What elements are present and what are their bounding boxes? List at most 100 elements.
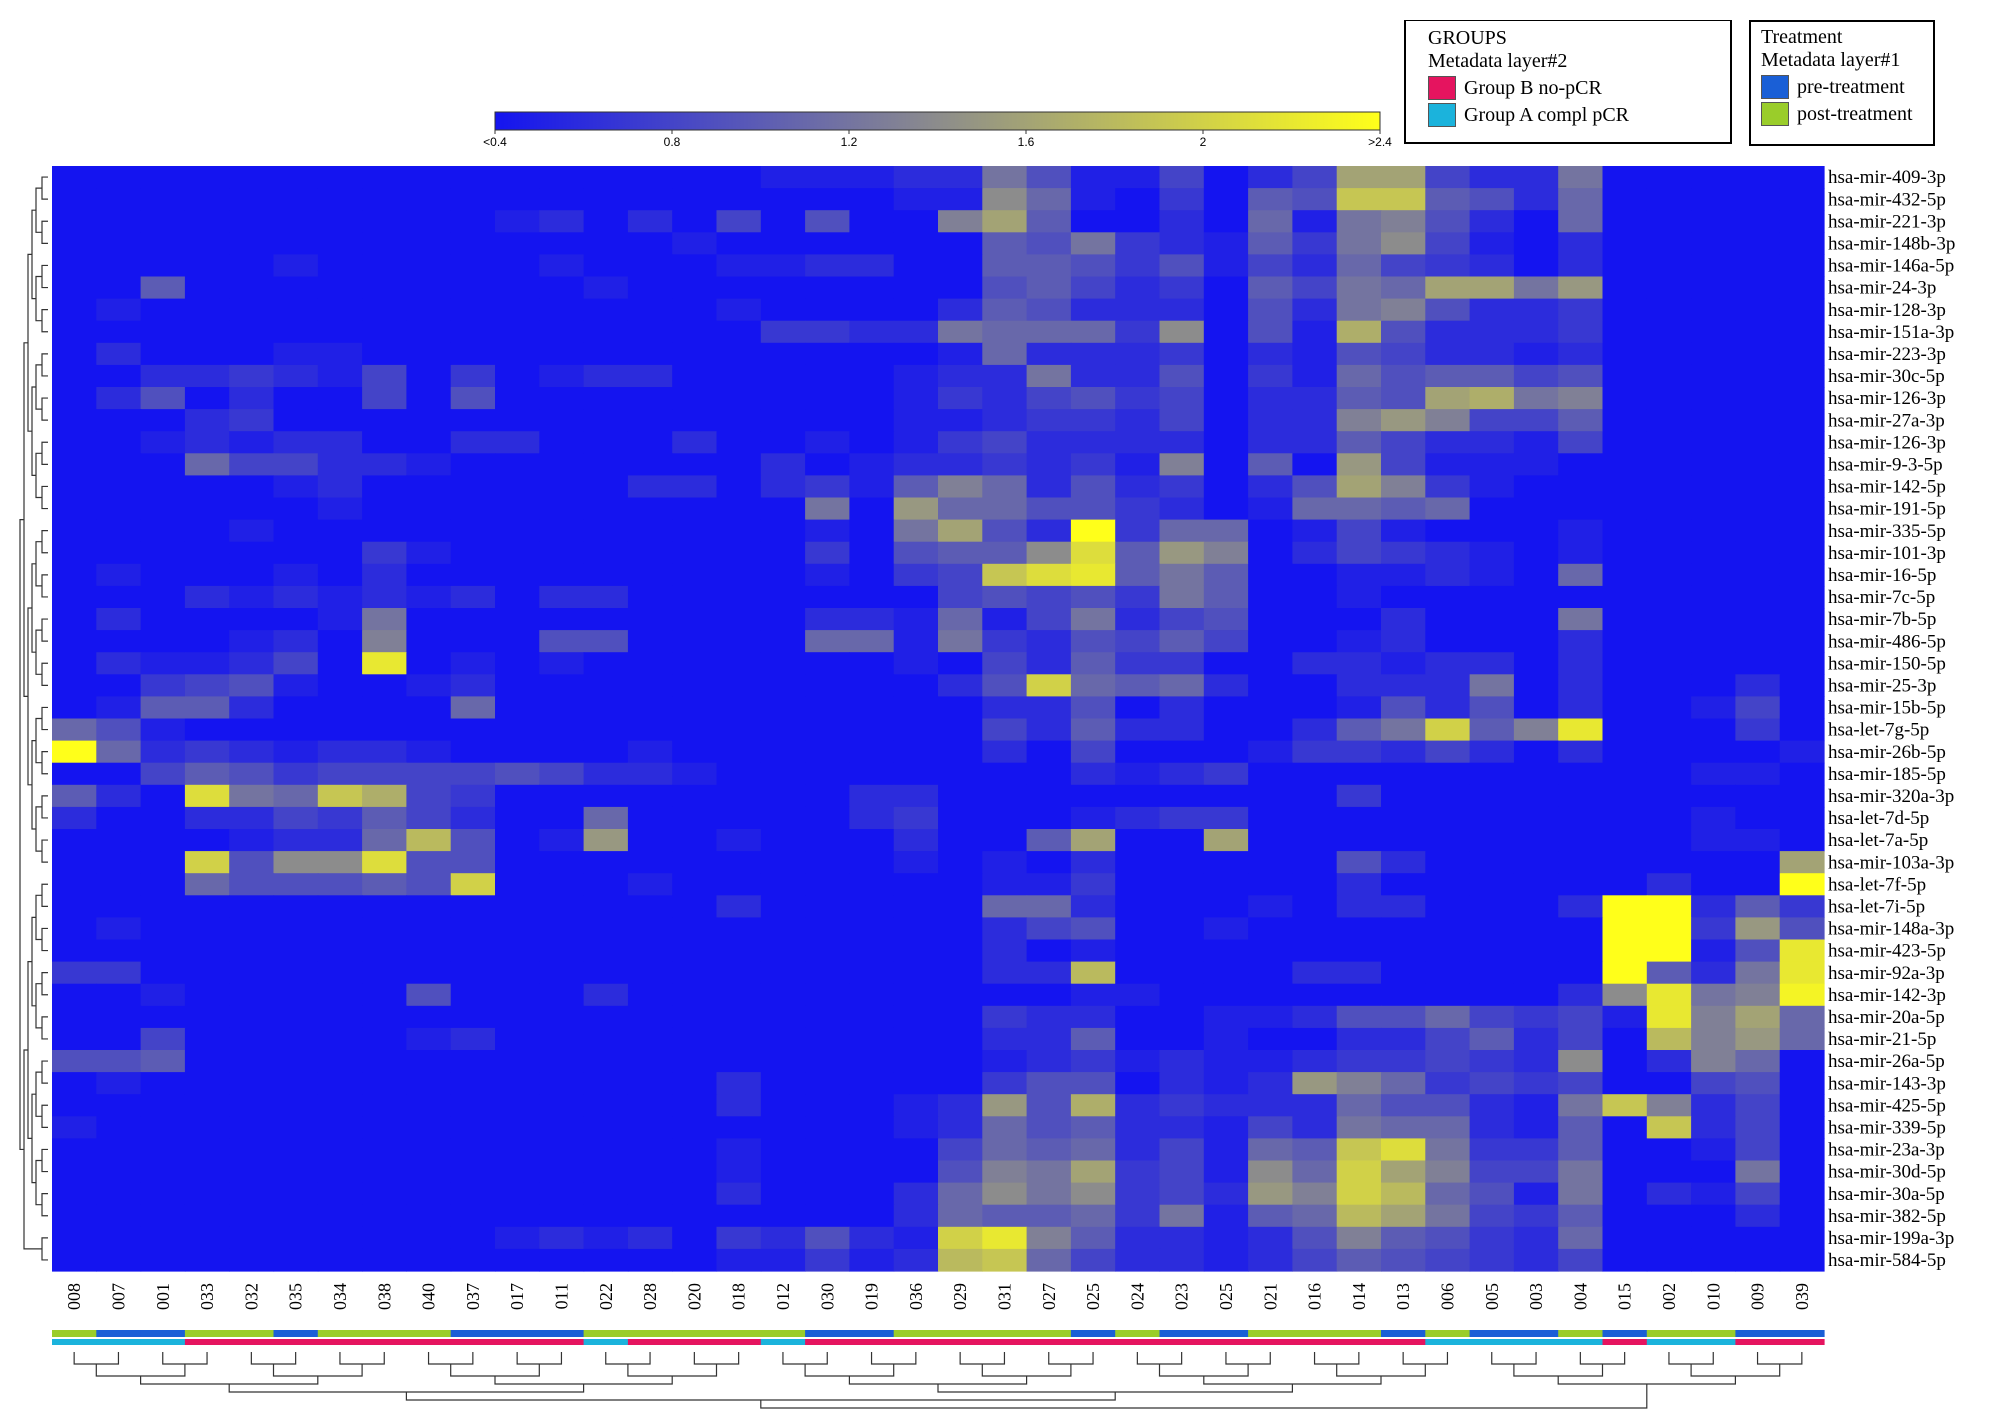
heatmap-cell bbox=[273, 961, 319, 985]
heatmap-cell bbox=[716, 232, 762, 255]
heatmap-cell bbox=[1026, 1050, 1072, 1073]
heatmap-cell bbox=[1469, 320, 1515, 344]
heatmap-cell bbox=[450, 254, 496, 278]
heatmap-cell bbox=[52, 188, 97, 211]
heatmap-cell bbox=[1691, 917, 1736, 941]
row-label: hsa-mir-320a-3p bbox=[1828, 786, 1954, 807]
heatmap-cell bbox=[627, 320, 673, 344]
heatmap-cell bbox=[805, 983, 850, 1007]
row-dendrogram-branch bbox=[35, 275, 42, 322]
heatmap-cell bbox=[1292, 298, 1338, 322]
heatmap-cell bbox=[96, 1116, 142, 1139]
heatmap-cell bbox=[716, 895, 762, 918]
heatmap-cell bbox=[716, 1005, 762, 1029]
heatmap-cell bbox=[1513, 762, 1559, 786]
heatmap-cell bbox=[672, 1248, 718, 1272]
heatmap-cell bbox=[938, 630, 983, 653]
heatmap-cell bbox=[539, 1160, 585, 1184]
heatmap-cell bbox=[893, 917, 939, 941]
heatmap-cell bbox=[1203, 210, 1249, 233]
heatmap-cell bbox=[938, 431, 983, 454]
heatmap-cell bbox=[1558, 298, 1604, 322]
heatmap-cell bbox=[982, 1050, 1028, 1073]
heatmap-cell bbox=[1602, 652, 1648, 675]
heatmap-cell bbox=[1691, 674, 1736, 697]
heatmap-cell bbox=[1159, 1027, 1205, 1051]
treatment-annotation bbox=[1159, 1330, 1205, 1337]
column-dendrogram-branch bbox=[1557, 1376, 1736, 1385]
heatmap-cell bbox=[1513, 1005, 1559, 1029]
groups-legend-subtitle: Metadata layer#2 bbox=[1428, 50, 1568, 72]
heatmap-cell bbox=[495, 630, 540, 653]
heatmap-cell bbox=[52, 1182, 97, 1206]
heatmap-cell bbox=[1513, 784, 1559, 808]
heatmap-cell bbox=[1646, 232, 1692, 255]
heatmap-cell bbox=[1691, 409, 1736, 432]
heatmap-cell bbox=[1159, 166, 1205, 189]
post-treatment-swatch bbox=[1761, 102, 1789, 126]
heatmap-cell bbox=[760, 232, 806, 255]
heatmap-cell bbox=[1292, 541, 1338, 565]
heatmap-cell bbox=[760, 210, 806, 233]
heatmap-cell bbox=[96, 1050, 142, 1073]
heatmap-cell bbox=[1558, 1027, 1604, 1051]
heatmap-cell bbox=[849, 674, 895, 697]
heatmap-cell bbox=[406, 1204, 452, 1228]
heatmap-cell bbox=[672, 298, 718, 322]
heatmap-cell bbox=[1425, 541, 1471, 565]
treatment-annotation bbox=[495, 1330, 540, 1337]
heatmap-cell bbox=[1381, 1160, 1426, 1184]
heatmap-cell bbox=[317, 762, 363, 786]
column-dendrogram-branch bbox=[760, 1384, 1648, 1409]
row-label: hsa-mir-339-5p bbox=[1828, 1118, 1946, 1139]
heatmap-cell bbox=[1292, 740, 1338, 764]
heatmap-cell bbox=[1646, 188, 1692, 211]
heatmap-cell bbox=[96, 740, 142, 764]
heatmap-cell bbox=[52, 232, 97, 255]
heatmap-cell bbox=[1070, 475, 1116, 499]
heatmap-cell bbox=[672, 895, 718, 918]
heatmap-cell bbox=[583, 762, 629, 786]
heatmap-cell bbox=[495, 519, 540, 543]
heatmap-cell bbox=[1425, 1027, 1471, 1051]
heatmap-cell bbox=[805, 210, 850, 233]
heatmap-cell bbox=[982, 254, 1028, 278]
heatmap-cell bbox=[229, 298, 275, 322]
heatmap-cell bbox=[52, 917, 97, 941]
heatmap-cell bbox=[716, 475, 762, 499]
heatmap-cell bbox=[140, 409, 186, 432]
heatmap-cell bbox=[317, 740, 363, 764]
heatmap-cell bbox=[1425, 1160, 1471, 1184]
heatmap-cell bbox=[52, 740, 97, 764]
heatmap-cell bbox=[1646, 1138, 1692, 1162]
heatmap-cell bbox=[1026, 320, 1072, 344]
heatmap-cell bbox=[1381, 983, 1426, 1007]
heatmap-cell bbox=[1425, 254, 1471, 278]
heatmap-cell bbox=[1115, 475, 1161, 499]
heatmap-cell bbox=[1203, 342, 1249, 366]
heatmap-cell bbox=[450, 1182, 496, 1206]
heatmap-cell bbox=[229, 1116, 275, 1139]
heatmap-cell bbox=[1159, 409, 1205, 432]
heatmap-cell bbox=[495, 298, 540, 322]
heatmap-cell bbox=[1248, 740, 1293, 764]
heatmap-cell bbox=[1070, 784, 1116, 808]
heatmap-cell bbox=[1602, 784, 1648, 808]
heatmap-cell bbox=[1026, 364, 1072, 388]
heatmap-cell bbox=[229, 497, 275, 521]
heatmap-cell bbox=[450, 740, 496, 764]
heatmap-cell bbox=[716, 364, 762, 388]
heatmap-cell bbox=[1469, 1182, 1515, 1206]
heatmap-cell bbox=[1248, 431, 1293, 454]
heatmap-cell bbox=[982, 541, 1028, 565]
heatmap-cell bbox=[1646, 563, 1692, 587]
heatmap-cell bbox=[1336, 497, 1382, 521]
heatmap-cell bbox=[982, 475, 1028, 499]
row-label: hsa-mir-151a-3p bbox=[1828, 322, 1954, 343]
heatmap-cell bbox=[1735, 453, 1781, 476]
heatmap-cell bbox=[583, 541, 629, 565]
heatmap-cell bbox=[1602, 563, 1648, 587]
heatmap-cell bbox=[672, 873, 718, 896]
heatmap-cell bbox=[1513, 1072, 1559, 1095]
heatmap-cell bbox=[229, 1138, 275, 1162]
